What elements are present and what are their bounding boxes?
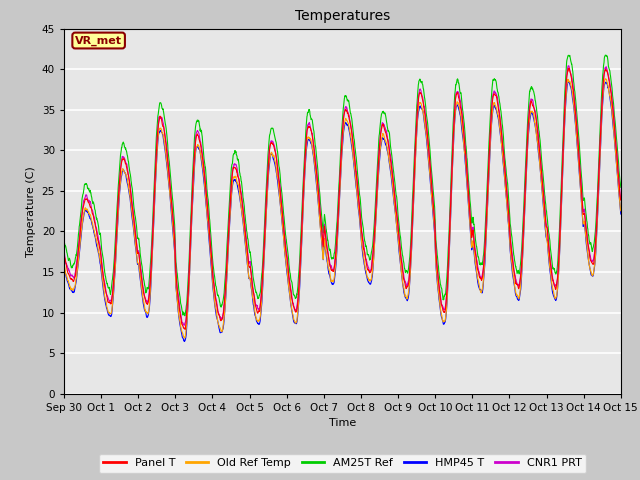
Title: Temperatures: Temperatures — [295, 10, 390, 24]
CNR1 PRT — [180, 323, 188, 328]
AM25T Ref — [602, 52, 609, 58]
CNR1 PRT — [617, 195, 625, 201]
Old Ref Temp — [602, 76, 609, 82]
Y-axis label: Temperature (C): Temperature (C) — [26, 166, 36, 257]
Bar — [64, 29, 621, 69]
Line: AM25T Ref: AM25T Ref — [64, 55, 621, 316]
Old Ref Temp — [504, 218, 512, 224]
Legend: Panel T, Old Ref Temp, AM25T Ref, HMP45 T, CNR1 PRT: Panel T, Old Ref Temp, AM25T Ref, HMP45 … — [99, 454, 586, 473]
Bar — [64, 110, 621, 150]
Text: VR_met: VR_met — [75, 36, 122, 46]
Panel T — [181, 326, 189, 332]
CNR1 PRT — [584, 237, 591, 242]
Bar — [64, 353, 621, 394]
CNR1 PRT — [564, 63, 572, 69]
CNR1 PRT — [216, 313, 223, 319]
Bar — [64, 272, 621, 312]
Panel T — [568, 80, 576, 85]
CNR1 PRT — [568, 75, 576, 81]
Line: Old Ref Temp: Old Ref Temp — [64, 79, 621, 338]
Bar — [64, 0, 621, 29]
HMP45 T — [60, 266, 68, 272]
Panel T — [565, 65, 573, 71]
Panel T — [60, 252, 68, 258]
CNR1 PRT — [371, 224, 379, 230]
CNR1 PRT — [359, 235, 367, 241]
Panel T — [504, 207, 512, 213]
Old Ref Temp — [568, 86, 575, 92]
Bar — [64, 312, 621, 353]
HMP45 T — [617, 211, 625, 217]
Old Ref Temp — [584, 247, 591, 252]
HMP45 T — [504, 220, 512, 226]
Old Ref Temp — [216, 324, 223, 330]
HMP45 T — [180, 338, 188, 344]
HMP45 T — [359, 251, 367, 257]
HMP45 T — [564, 79, 572, 84]
HMP45 T — [584, 251, 591, 256]
AM25T Ref — [359, 222, 367, 228]
Line: HMP45 T: HMP45 T — [64, 82, 621, 341]
Bar — [64, 150, 621, 191]
Old Ref Temp — [180, 335, 188, 341]
Old Ref Temp — [359, 246, 367, 252]
AM25T Ref — [504, 191, 512, 197]
Panel T — [617, 197, 625, 203]
Panel T — [371, 226, 379, 232]
CNR1 PRT — [504, 206, 512, 212]
Panel T — [359, 238, 367, 243]
Old Ref Temp — [371, 236, 379, 241]
Bar — [64, 231, 621, 272]
AM25T Ref — [584, 221, 591, 227]
Panel T — [584, 239, 591, 244]
AM25T Ref — [216, 299, 223, 304]
Panel T — [216, 313, 223, 319]
AM25T Ref — [60, 238, 68, 244]
HMP45 T — [216, 327, 223, 333]
X-axis label: Time: Time — [329, 418, 356, 428]
AM25T Ref — [568, 61, 575, 67]
Bar — [64, 191, 621, 231]
Bar — [64, 69, 621, 110]
AM25T Ref — [181, 313, 189, 319]
HMP45 T — [568, 92, 576, 98]
CNR1 PRT — [60, 250, 68, 255]
Line: CNR1 PRT: CNR1 PRT — [64, 66, 621, 325]
Old Ref Temp — [617, 208, 625, 214]
Line: Panel T: Panel T — [64, 68, 621, 329]
HMP45 T — [371, 237, 379, 243]
AM25T Ref — [371, 212, 379, 217]
AM25T Ref — [617, 184, 625, 190]
Old Ref Temp — [60, 264, 68, 269]
